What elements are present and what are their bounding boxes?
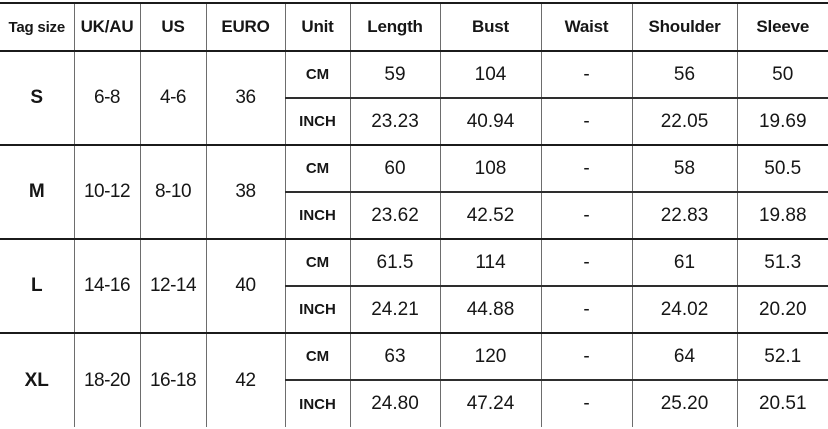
row-l-inch: INCH 24.21 44.88 - 24.02 20.20 [0, 285, 828, 333]
sleeve-cell: 19.88 [736, 191, 828, 239]
ukau-cell: 14-16 [73, 238, 140, 333]
ukau-cell: 10-12 [73, 144, 140, 239]
bust-cell: 44.88 [439, 285, 541, 333]
bust-cell: 42.52 [439, 191, 541, 239]
euro-cell: 42 [205, 332, 285, 427]
waist-cell: - [540, 332, 632, 380]
row-m-cm: M 10-12 8-10 38 CM 60 108 - 58 50.5 [0, 144, 828, 239]
bust-cell: 40.94 [439, 97, 541, 145]
row-s-inch: INCH 23.23 40.94 - 22.05 19.69 [0, 97, 828, 145]
header-waist: Waist [540, 3, 632, 52]
tag-size-cell: XL [0, 332, 74, 427]
sleeve-cell: 50 [736, 50, 828, 98]
row-s-cm: S 6-8 4-6 36 CM 59 104 - 56 50 [0, 50, 828, 145]
shoulder-cell: 58 [631, 144, 737, 192]
header-us: US [139, 3, 206, 52]
us-cell: 16-18 [139, 332, 206, 427]
bust-cell: 104 [439, 50, 541, 98]
shoulder-cell: 56 [631, 50, 737, 98]
waist-cell: - [540, 144, 632, 192]
length-cell: 23.62 [349, 191, 440, 239]
unit-cell: INCH [284, 191, 350, 239]
header-uk-au: UK/AU [73, 3, 140, 52]
unit-cell: CM [284, 238, 350, 286]
shoulder-cell: 24.02 [631, 285, 737, 333]
length-cell: 59 [349, 50, 440, 98]
sleeve-cell: 52.1 [736, 332, 828, 380]
us-cell: 12-14 [139, 238, 206, 333]
length-cell: 61.5 [349, 238, 440, 286]
header-unit: Unit [284, 3, 350, 52]
length-cell: 60 [349, 144, 440, 192]
unit-cell: INCH [284, 285, 350, 333]
unit-cell: INCH [284, 97, 350, 145]
sleeve-cell: 20.51 [736, 379, 828, 427]
waist-cell: - [540, 238, 632, 286]
bust-cell: 114 [439, 238, 541, 286]
header-bust: Bust [439, 3, 541, 52]
waist-cell: - [540, 285, 632, 333]
sleeve-cell: 51.3 [736, 238, 828, 286]
ukau-cell: 18-20 [73, 332, 140, 427]
euro-cell: 40 [205, 238, 285, 333]
waist-cell: - [540, 379, 632, 427]
waist-cell: - [540, 191, 632, 239]
shoulder-cell: 25.20 [631, 379, 737, 427]
shoulder-cell: 64 [631, 332, 737, 380]
header-shoulder: Shoulder [631, 3, 737, 52]
header-euro: EURO [205, 3, 285, 52]
length-cell: 23.23 [349, 97, 440, 145]
tag-size-cell: S [0, 50, 74, 145]
length-cell: 24.21 [349, 285, 440, 333]
tag-size-cell: L [0, 238, 74, 333]
table-header: Tag size UK/AU US EURO Unit Length Bust … [0, 3, 828, 52]
header-sleeve: Sleeve [736, 3, 828, 52]
length-cell: 24.80 [349, 379, 440, 427]
us-cell: 4-6 [139, 50, 206, 145]
bust-cell: 120 [439, 332, 541, 380]
ukau-cell: 6-8 [73, 50, 140, 145]
euro-cell: 36 [205, 50, 285, 145]
unit-cell: CM [284, 332, 350, 380]
sleeve-cell: 19.69 [736, 97, 828, 145]
tag-size-cell: M [0, 144, 74, 239]
shoulder-cell: 61 [631, 238, 737, 286]
waist-cell: - [540, 97, 632, 145]
unit-cell: CM [284, 50, 350, 98]
waist-cell: - [540, 50, 632, 98]
header-length: Length [349, 3, 440, 52]
shoulder-cell: 22.05 [631, 97, 737, 145]
sleeve-cell: 50.5 [736, 144, 828, 192]
row-xl-inch: INCH 24.80 47.24 - 25.20 20.51 [0, 379, 828, 427]
row-xl-cm: XL 18-20 16-18 42 CM 63 120 - 64 52.1 [0, 332, 828, 427]
sleeve-cell: 20.20 [736, 285, 828, 333]
us-cell: 8-10 [139, 144, 206, 239]
header-row: Tag size UK/AU US EURO Unit Length Bust … [0, 3, 828, 52]
row-m-inch: INCH 23.62 42.52 - 22.83 19.88 [0, 191, 828, 239]
length-cell: 63 [349, 332, 440, 380]
bust-cell: 108 [439, 144, 541, 192]
shoulder-cell: 22.83 [631, 191, 737, 239]
bust-cell: 47.24 [439, 379, 541, 427]
euro-cell: 38 [205, 144, 285, 239]
table-body: S 6-8 4-6 36 CM 59 104 - 56 50 INCH 23.2… [0, 50, 828, 427]
header-tag-size: Tag size [0, 3, 74, 52]
row-l-cm: L 14-16 12-14 40 CM 61.5 114 - 61 51.3 [0, 238, 828, 333]
unit-cell: CM [284, 144, 350, 192]
unit-cell: INCH [284, 379, 350, 427]
